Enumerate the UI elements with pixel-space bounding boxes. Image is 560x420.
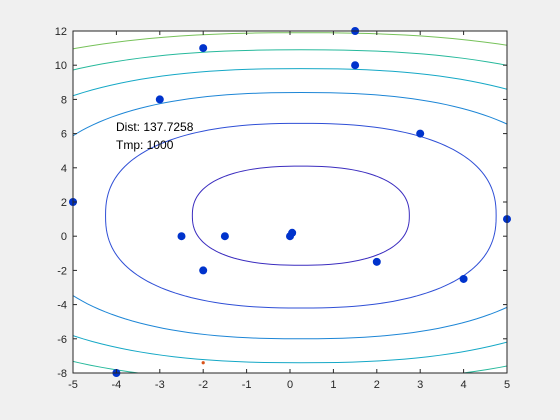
y-tick-label: 2 [61,197,67,209]
annotation-temperature: Tmp: 1000 [116,138,174,152]
scatter-point [351,61,360,70]
scatter-point [177,232,186,241]
y-tick-label: -8 [57,368,67,380]
contour-line-4 [73,68,507,364]
y-tick-label: -2 [57,265,67,277]
y-tick-label: -4 [57,300,67,312]
x-tick-label: 5 [504,379,510,391]
y-tick-label: -6 [57,334,67,346]
x-tick-label: -2 [198,379,208,391]
marker-dot [201,361,205,365]
x-tick-label: 0 [287,379,293,391]
scatter-point [155,95,164,104]
x-tick-label: 2 [374,379,380,391]
x-tick-label: 3 [417,379,423,391]
contour-line-2 [105,122,497,309]
scatter-points [69,27,511,377]
x-tick-label: -5 [68,379,78,391]
scatter-point [199,266,208,275]
scatter-point [199,44,208,53]
scatter-point [416,129,425,138]
axes-background [73,31,507,373]
contour-line-1 [191,165,410,266]
y-tick-label: 4 [61,163,67,175]
x-tick-label: 4 [461,379,467,391]
x-tick-label: -3 [155,379,165,391]
marker-point [201,361,205,365]
scatter-point [459,274,468,283]
y-tick-label: 0 [61,231,67,243]
x-tick-label: 1 [330,379,336,391]
contour-line-3 [73,92,507,340]
x-tick-label: -1 [242,379,252,391]
annotation-distance: Dist: 137.7258 [116,120,194,134]
annotations: Dist: 137.7258 Tmp: 1000 [116,120,194,152]
y-tick-label: 6 [61,129,67,141]
scatter-point [288,228,297,237]
x-tick-label: -4 [112,379,122,391]
y-tick-label: 12 [55,26,67,38]
scatter-point [372,257,381,266]
y-tick-label: 10 [55,60,67,72]
y-tick-label: 8 [61,94,67,106]
scatter-point [220,232,229,241]
